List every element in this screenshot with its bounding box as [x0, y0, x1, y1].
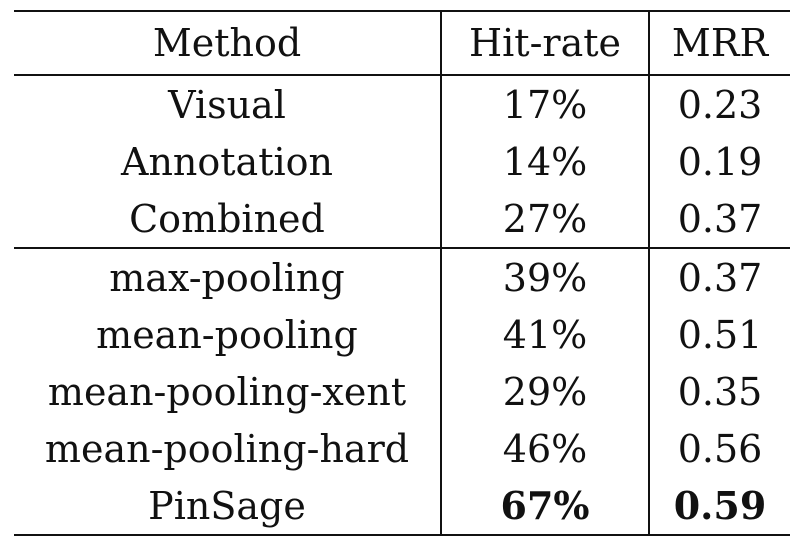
table-row: mean-pooling-hard 46% 0.56: [14, 420, 790, 477]
table-row-best: PinSage 67% 0.59: [14, 477, 790, 536]
hit-rate-cell: 29%: [440, 363, 649, 420]
mrr-cell: 0.56: [648, 420, 790, 477]
table-row: Visual 17% 0.23: [14, 75, 790, 133]
table-row: mean-pooling-xent 29% 0.35: [14, 363, 790, 420]
mrr-cell: 0.23: [648, 75, 790, 133]
mrr-cell: 0.35: [648, 363, 790, 420]
mrr-cell: 0.37: [648, 190, 790, 248]
method-cell: Combined: [129, 196, 325, 241]
method-cell: PinSage: [14, 477, 441, 536]
header-row: Method Hit-rate MRR: [14, 11, 790, 75]
hit-rate-cell: 17%: [440, 75, 649, 133]
header-mrr: MRR: [648, 11, 790, 75]
header-hit-rate: Hit-rate: [440, 11, 649, 75]
method-cell: Visual: [168, 82, 286, 127]
results-table: Method Hit-rate MRR Visual 17% 0.23 Anno…: [14, 10, 790, 536]
hit-rate-cell: 27%: [440, 190, 649, 248]
table-row: Annotation 14% 0.19: [14, 133, 790, 190]
mrr-cell: 0.19: [648, 133, 790, 190]
hit-rate-cell: 39%: [440, 247, 649, 306]
mrr-cell: 0.37: [648, 247, 790, 306]
table-row: mean-pooling 41% 0.51: [14, 306, 790, 363]
hit-rate-cell-best: 67%: [440, 477, 649, 536]
method-cell: mean-pooling-hard: [44, 426, 410, 471]
method-cell: mean-pooling: [96, 312, 358, 357]
method-cell: max-pooling: [14, 247, 441, 306]
hit-rate-cell: 14%: [440, 133, 649, 190]
hit-rate-cell: 46%: [440, 420, 649, 477]
mrr-cell: 0.51: [648, 306, 790, 363]
table-group-pinsage-variants: max-pooling 39% 0.37 mean-pooling 41% 0.…: [14, 247, 790, 536]
hit-rate-cell: 41%: [440, 306, 649, 363]
table-row: Combined 27% 0.37: [14, 190, 790, 248]
table-header: Method Hit-rate MRR: [14, 11, 790, 75]
header-method: Method: [152, 21, 302, 65]
table-row: max-pooling 39% 0.37: [14, 247, 790, 306]
method-cell: Annotation: [121, 139, 333, 184]
table-group-baselines: Visual 17% 0.23 Annotation 14% 0.19 Comb…: [14, 75, 790, 248]
method-cell: mean-pooling-xent: [47, 369, 407, 414]
mrr-cell-best: 0.59: [648, 477, 790, 536]
